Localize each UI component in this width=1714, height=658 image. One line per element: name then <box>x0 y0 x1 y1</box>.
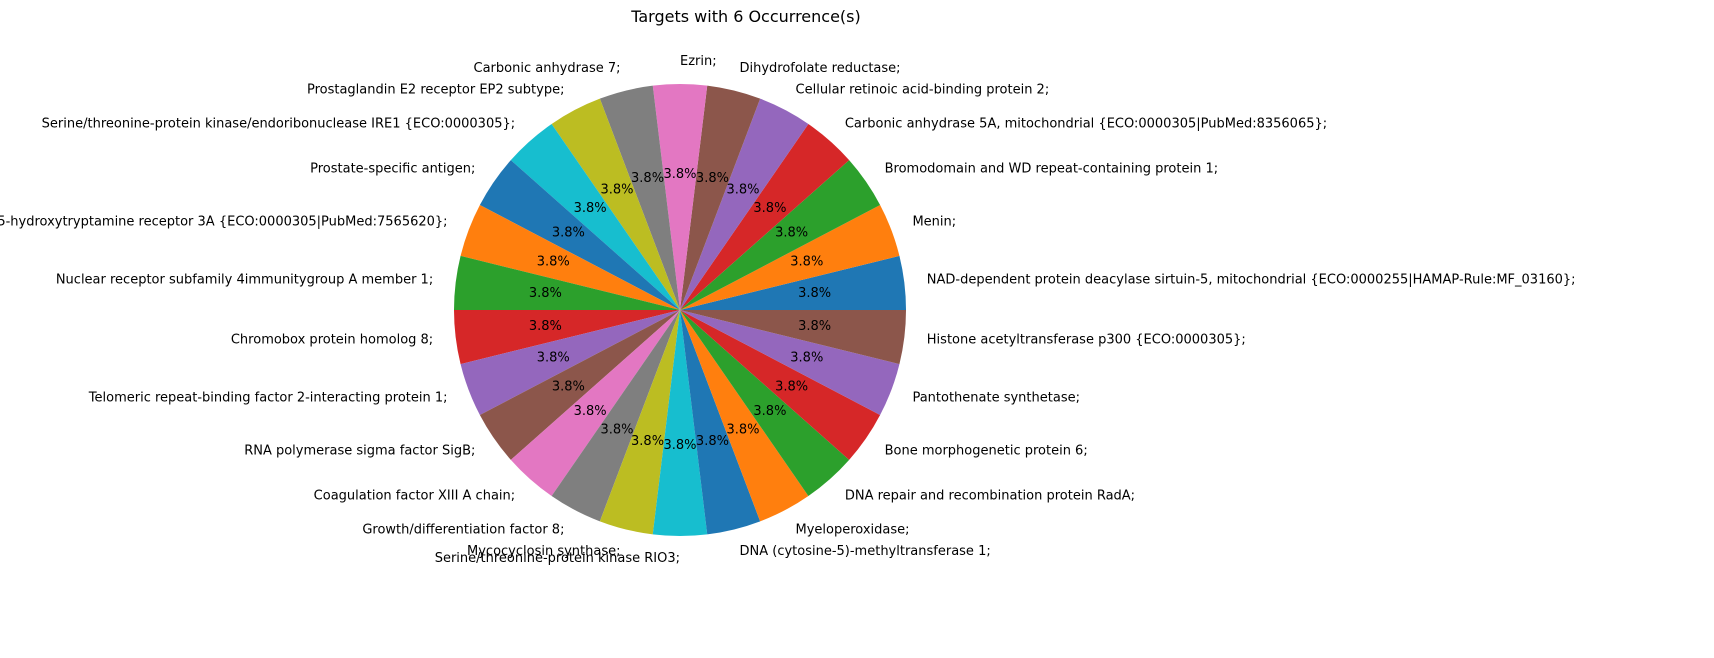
slice-label: Nuclear receptor subfamily 4immunitygrou… <box>56 273 433 288</box>
percent-label: 3.8% <box>753 201 786 216</box>
percent-label: 3.8% <box>696 171 729 186</box>
pie-slice <box>680 255 906 310</box>
percent-label: 3.8% <box>529 286 562 301</box>
slice-label: Prostaglandin E2 receptor EP2 subtype; <box>307 82 565 97</box>
pie-slice <box>479 160 680 310</box>
slice-label: Telomeric repeat-binding factor 2-intera… <box>88 391 448 406</box>
pie-slices <box>454 84 906 536</box>
percent-label: 3.8% <box>753 404 786 419</box>
percent-label: 3.8% <box>552 380 585 395</box>
slice-label: Bromodomain and WD repeat-containing pro… <box>885 161 1218 176</box>
percent-labels: 3.8%3.8%3.8%3.8%3.8%3.8%3.8%3.8%3.8%3.8%… <box>529 167 831 453</box>
pie-slice <box>551 98 680 310</box>
slice-label: DNA (cytosine-5)-methyltransferase 1; <box>739 544 990 559</box>
slice-label: Growth/differentiation factor 8; <box>362 523 564 538</box>
slice-label: DNA repair and recombination protein Rad… <box>845 489 1135 504</box>
pie-slice <box>680 98 809 310</box>
pie-slice <box>551 310 680 522</box>
slice-label: Mycocyclosin synthase; <box>467 544 620 559</box>
slice-label: Cellular retinoic acid-binding protein 2… <box>796 82 1050 97</box>
slice-label: Ezrin; <box>680 54 717 69</box>
slice-label: Bone morphogenetic protein 6; <box>885 444 1088 459</box>
slice-label: Coagulation factor XIII A chain; <box>314 489 515 504</box>
percent-label: 3.8% <box>574 201 607 216</box>
percent-label: 3.8% <box>631 171 664 186</box>
slice-label: Dihydrofolate reductase; <box>739 61 900 76</box>
pie-slice <box>680 310 761 535</box>
pie-slice <box>680 124 850 310</box>
percent-label: 3.8% <box>790 254 823 269</box>
percent-label: 3.8% <box>798 319 831 334</box>
slice-label: Histone acetyltransferase p300 {ECO:0000… <box>927 332 1246 347</box>
pie-slice <box>454 255 680 310</box>
percent-label: 3.8% <box>529 319 562 334</box>
percent-label: 3.8% <box>663 438 696 453</box>
percent-label: 3.8% <box>798 286 831 301</box>
pie-slice <box>680 310 900 416</box>
percent-label: 3.8% <box>663 167 696 182</box>
percent-label: 3.8% <box>552 225 585 240</box>
percent-label: 3.8% <box>537 254 570 269</box>
percent-label: 3.8% <box>775 380 808 395</box>
pie-slice <box>680 85 761 310</box>
pie-slice <box>680 204 900 310</box>
slice-label: Menin; <box>912 214 956 229</box>
pie-slice <box>680 160 881 310</box>
percent-label: 3.8% <box>775 225 808 240</box>
percent-label: 3.8% <box>790 351 823 366</box>
slice-label: Prostate-specific antigen; <box>310 161 475 176</box>
slice-label: RNA polymerase sigma factor SigB; <box>244 444 475 459</box>
pie-slice <box>454 310 680 365</box>
percent-label: 3.8% <box>574 404 607 419</box>
slice-label: Serine/threonine-protein kinase/endoribo… <box>42 116 515 131</box>
pie-slice <box>510 124 680 310</box>
slice-labels: NAD-dependent protein deacylase sirtuin-… <box>0 54 1576 566</box>
percent-label: 3.8% <box>631 434 664 449</box>
chart-title: Targets with 6 Occurrence(s) <box>630 7 861 26</box>
pie-slice <box>460 204 680 310</box>
pie-slice <box>680 310 906 365</box>
slice-label: Carbonic anhydrase 7; <box>474 61 621 76</box>
slice-label: Chromobox protein homolog 8; <box>231 332 433 347</box>
percent-label: 3.8% <box>600 182 633 197</box>
pie-slice <box>652 84 708 311</box>
percent-label: 3.8% <box>600 423 633 438</box>
slice-label: 5-hydroxytryptamine receptor 3A {ECO:000… <box>0 214 448 229</box>
pie-slice <box>599 85 680 310</box>
percent-label: 3.8% <box>537 351 570 366</box>
pie-slice <box>479 310 680 460</box>
slice-label: Pantothenate synthetase; <box>912 391 1080 406</box>
slice-label: Carbonic anhydrase 5A, mitochondrial {EC… <box>845 116 1327 131</box>
pie-slice <box>510 310 680 496</box>
percent-label: 3.8% <box>696 434 729 449</box>
pie-slice <box>680 310 809 522</box>
slice-label: Myeloperoxidase; <box>796 523 910 538</box>
slice-label: Serine/threonine-protein kinase RIO3; <box>435 551 680 566</box>
pie-slice <box>680 310 850 496</box>
slice-label: NAD-dependent protein deacylase sirtuin-… <box>927 273 1576 288</box>
pie-slice <box>680 310 881 460</box>
pie-slice <box>460 310 680 416</box>
pie-slice <box>652 310 708 536</box>
pie-slice <box>599 310 680 535</box>
percent-label: 3.8% <box>727 182 760 197</box>
percent-label: 3.8% <box>727 423 760 438</box>
